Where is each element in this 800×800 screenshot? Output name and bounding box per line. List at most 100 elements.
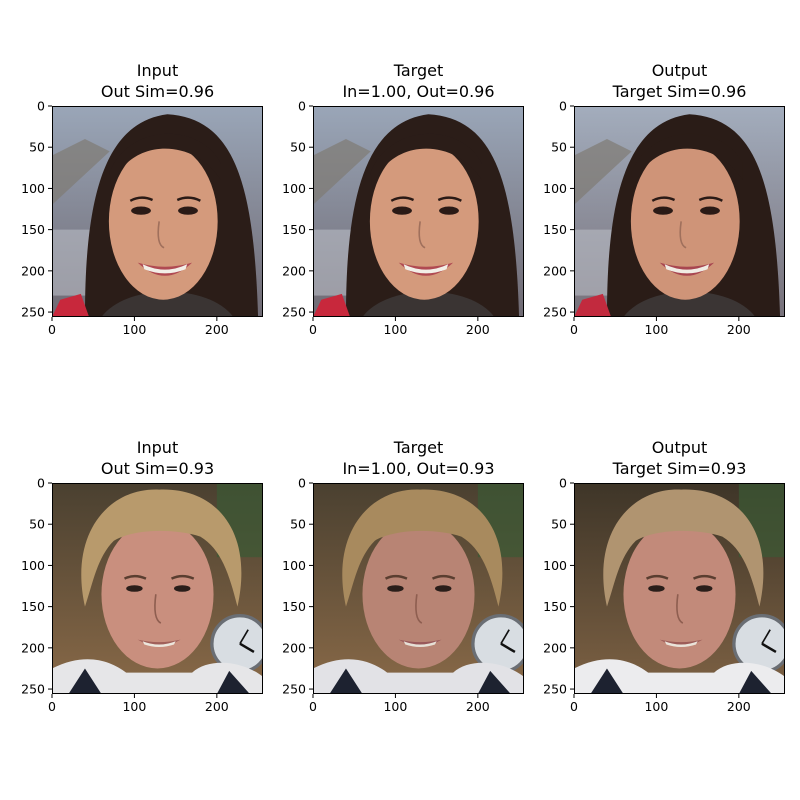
x-tick-label: 100 <box>644 699 668 714</box>
y-tick-label: 150 <box>543 599 567 614</box>
shirt-shape <box>574 659 785 694</box>
curly-hair-shape <box>81 489 242 607</box>
y-tick-label: 50 <box>551 140 567 155</box>
x-tick-label: 200 <box>205 699 229 714</box>
y-tick-label: 0 <box>37 476 45 491</box>
x-tick-label: 0 <box>570 322 578 337</box>
y-tick-label: 100 <box>543 558 567 573</box>
subplot-title-line2: Target Sim=0.93 <box>612 459 747 478</box>
clock-hand-shape <box>761 629 771 645</box>
left-brow-shape <box>390 196 415 202</box>
red-collar-shape <box>313 293 351 317</box>
subplot-title: Input Out Sim=0.93 <box>28 437 288 479</box>
shirt-shape <box>52 659 263 694</box>
face-shape <box>101 520 214 669</box>
y-tick-label: 200 <box>282 263 306 278</box>
image-axes: 0 100 200 0 50 100 150 200 250 <box>282 99 524 337</box>
portrait-smiling-woman-dark-hair-mountain-background-image <box>574 106 785 317</box>
y-tick-label: 0 <box>37 99 45 114</box>
y-tick-label: 200 <box>21 263 45 278</box>
right-eye-shape <box>439 206 459 215</box>
axes-frame <box>52 106 263 317</box>
left-brow-shape <box>651 196 676 202</box>
subplot-title: Input Out Sim=0.96 <box>28 60 288 102</box>
clock-hand-shape <box>239 629 249 645</box>
x-tick-label: 100 <box>383 699 407 714</box>
subplot-title: Target In=1.00, Out=0.96 <box>289 60 549 102</box>
mountain-shape <box>52 138 110 205</box>
y-tick-label: 250 <box>543 305 567 320</box>
x-tick-label: 0 <box>309 322 317 337</box>
nose-shape <box>157 221 165 249</box>
nose-shape <box>676 594 684 624</box>
right-eye-shape <box>695 585 713 592</box>
subplot-title-line2: In=1.00, Out=0.96 <box>342 82 495 101</box>
mountain-shape <box>313 138 371 205</box>
y-tick-label: 0 <box>298 99 306 114</box>
right-brow-shape <box>431 574 456 580</box>
clock-hand-shape <box>500 629 510 645</box>
subplot-title: Target In=1.00, Out=0.93 <box>289 437 549 479</box>
portrait-smiling-woman-dark-hair-mountain-background-image <box>52 106 263 317</box>
subplot-title-line2: Out Sim=0.96 <box>100 82 215 101</box>
portrait-man-curly-light-brown-hair-with-wall-clock-image <box>313 483 524 694</box>
y-tick-label: 150 <box>543 222 567 237</box>
axes-frame <box>574 106 785 317</box>
left-eye-shape <box>126 585 143 592</box>
x-tick-label: 200 <box>466 699 490 714</box>
teeth-shape <box>403 264 449 274</box>
y-tick-label: 150 <box>21 599 45 614</box>
nose-shape <box>418 221 426 249</box>
y-tick-label: 50 <box>29 140 45 155</box>
x-tick-label: 100 <box>122 699 146 714</box>
subplot-title-line2: Out Sim=0.93 <box>100 459 215 478</box>
y-tick-label: 150 <box>282 599 306 614</box>
y-tick-label: 200 <box>543 263 567 278</box>
y-tick-label: 250 <box>543 682 567 697</box>
y-tick-label: 100 <box>282 558 306 573</box>
y-tick-label: 200 <box>21 640 45 655</box>
right-brow-shape <box>692 574 717 580</box>
fringe-shape <box>370 133 482 189</box>
y-tick-label: 50 <box>290 140 306 155</box>
y-tick-label: 100 <box>21 558 45 573</box>
subplot-title-line2: Target Sim=0.96 <box>612 82 747 101</box>
right-brow-shape <box>176 196 201 202</box>
subplot-title-line1: Output <box>651 61 708 80</box>
fringe-shape <box>109 133 221 189</box>
nose-shape <box>154 594 162 624</box>
teeth-shape <box>664 264 710 274</box>
nose-shape <box>679 221 687 249</box>
y-tick-label: 200 <box>282 640 306 655</box>
image-axes: 0 100 200 0 50 100 150 200 250 <box>21 99 263 337</box>
shirt-shape <box>313 659 524 694</box>
right-brow-shape <box>698 196 723 202</box>
image-axes: 0 100 200 0 50 100 150 200 250 <box>21 476 263 714</box>
left-brow-shape <box>129 196 154 202</box>
x-tick-label: 100 <box>644 322 668 337</box>
face-shape <box>623 520 736 669</box>
y-tick-label: 250 <box>21 682 45 697</box>
portrait-man-curly-light-brown-hair-with-wall-clock-image <box>52 483 263 694</box>
mouth-shape <box>659 262 715 276</box>
x-tick-label: 0 <box>570 699 578 714</box>
mouth-shape <box>398 262 454 276</box>
portrait-smiling-woman-dark-hair-mountain-background-image <box>313 106 524 317</box>
clothing-shape <box>101 291 234 317</box>
curly-hair-shape <box>603 489 764 607</box>
x-tick-label: 0 <box>48 322 56 337</box>
left-eye-shape <box>392 206 412 215</box>
face-shape <box>362 520 475 669</box>
mouth-shape <box>137 262 193 276</box>
image-axes: 0 100 200 0 50 100 150 200 250 <box>543 476 785 714</box>
x-tick-label: 100 <box>122 322 146 337</box>
subplot-title-line1: Output <box>651 438 708 457</box>
left-brow-shape <box>123 574 147 580</box>
fringe-shape <box>631 133 743 189</box>
y-tick-label: 250 <box>282 682 306 697</box>
clothing-shape <box>362 291 495 317</box>
x-tick-label: 100 <box>383 322 407 337</box>
right-brow-shape <box>437 196 462 202</box>
image-axes: 0 100 200 0 50 100 150 200 250 <box>543 99 785 337</box>
face-shape <box>630 143 740 300</box>
